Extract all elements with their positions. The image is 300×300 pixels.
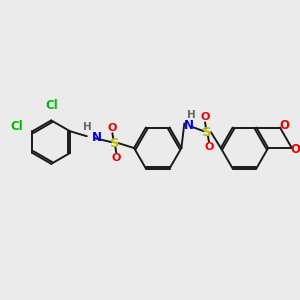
Text: O: O	[108, 123, 117, 133]
Text: Cl: Cl	[11, 120, 24, 133]
Text: N: N	[92, 131, 102, 144]
Text: N: N	[184, 119, 194, 132]
Text: O: O	[279, 119, 289, 132]
Text: H: H	[187, 110, 196, 120]
Text: O: O	[200, 112, 210, 122]
Text: H: H	[83, 122, 92, 132]
Text: S: S	[202, 126, 212, 139]
Text: O: O	[112, 153, 121, 163]
Text: Cl: Cl	[46, 99, 58, 112]
Text: O: O	[204, 142, 214, 152]
Text: O: O	[291, 143, 300, 157]
Text: S: S	[110, 136, 119, 150]
